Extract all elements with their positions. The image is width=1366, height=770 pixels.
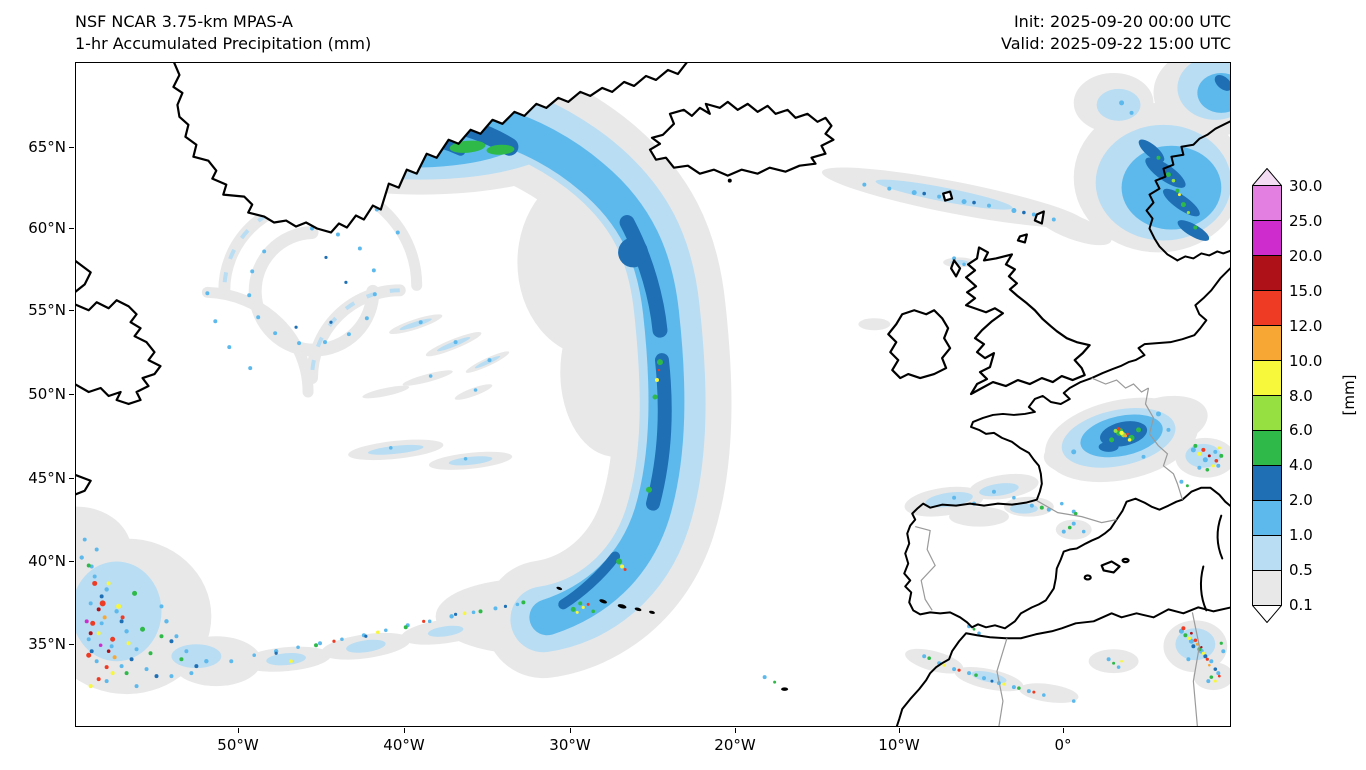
corsica-coastline: [1216, 514, 1224, 560]
colorbar-segment: [1253, 500, 1281, 535]
ireland-coastline: [887, 309, 952, 380]
colorbar-tick-12: 12.0: [1289, 316, 1323, 335]
iceland-coastline: [648, 100, 835, 177]
coastlines: [76, 63, 1230, 726]
azores-islands: [556, 586, 655, 614]
colorbar-tick-2: 2.0: [1289, 491, 1313, 510]
europe-coastline: [903, 267, 1230, 630]
colorbar-segment: [1253, 186, 1281, 220]
x-tick-mark: [404, 728, 405, 733]
y-tick-mark: [69, 147, 74, 148]
colorbar-tick-05: 0.5: [1289, 561, 1313, 580]
orkney: [1016, 233, 1028, 244]
colorbar-segment: [1253, 290, 1281, 325]
y-tick-mark: [69, 478, 74, 479]
y-tick-mark: [69, 561, 74, 562]
colorbar-tick-30: 30.0: [1289, 177, 1323, 195]
y-tick-mark: [69, 644, 74, 645]
sardinia-coastline: [1199, 565, 1208, 612]
x-tick-mark: [238, 728, 239, 733]
map-canvas: [75, 62, 1231, 727]
shetland: [1033, 210, 1045, 225]
colorbar-tick-20: 20.0: [1289, 246, 1323, 265]
y-tick-mark: [69, 310, 74, 311]
colorbar-tick-15: 15.0: [1289, 281, 1323, 300]
x-axis-label-30w: 30°W: [549, 736, 591, 754]
vestmannaeyjar: [727, 178, 732, 183]
colorbar: 30.0 25.0 20.0 15.0 12.0 10.0 8.0 6.0 4.…: [1252, 168, 1366, 638]
init-time: Init: 2025-09-20 00:00 UTC: [1013, 12, 1231, 31]
colorbar-unit-label: [mm]: [1340, 374, 1358, 416]
x-axis-label-40w: 40°W: [383, 736, 425, 754]
faroe-islands: [942, 190, 954, 202]
product-title: 1-hr Accumulated Precipitation (mm): [75, 34, 372, 53]
precip-layer-magenta: [84, 619, 103, 648]
ibiza: [1083, 574, 1092, 581]
colorbar-segment: [1253, 465, 1281, 500]
x-tick-mark: [1063, 728, 1064, 733]
time-block: Init: 2025-09-20 00:00 UTC Valid: 2025-0…: [1001, 11, 1231, 55]
colorbar-segments: [1252, 186, 1282, 605]
colorbar-segment: [1253, 360, 1281, 395]
x-axis-label-10w: 10°W: [878, 736, 920, 754]
x-tick-mark: [570, 728, 571, 733]
hebrides: [950, 259, 962, 278]
colorbar-segment: [1253, 255, 1281, 290]
y-axis-label-55n: 55°N: [28, 301, 66, 319]
precip-layer-red: [86, 135, 1221, 694]
colorbar-under-arrow: [1252, 605, 1282, 623]
y-axis-label-60n: 60°N: [28, 219, 66, 237]
x-axis-label-50w: 50°W: [217, 736, 259, 754]
x-tick-mark: [899, 728, 900, 733]
colorbar-segment: [1253, 395, 1281, 430]
precip-layer-darkred: [88, 454, 1211, 654]
colorbar-segment: [1253, 430, 1281, 465]
colorbar-over-arrow: [1252, 168, 1282, 186]
x-axis-label-20w: 20°W: [714, 736, 756, 754]
y-axis-label-35n: 35°N: [28, 635, 66, 653]
y-axis-label-45n: 45°N: [28, 469, 66, 487]
menorca: [1121, 557, 1130, 564]
great-britain-coastline: [964, 246, 1091, 396]
newfoundland-coastline: [76, 299, 162, 406]
country-borders: [915, 377, 1200, 726]
colorbar-tick-10: 10.0: [1289, 351, 1323, 370]
y-axis-label-40n: 40°N: [28, 552, 66, 570]
africa-coastline: [895, 606, 1230, 726]
madeira: [781, 687, 789, 691]
colorbar-segment: [1253, 220, 1281, 255]
norway-coastline: [1145, 120, 1230, 262]
colorbar-segment: [1253, 535, 1281, 570]
greenland-coastline: [172, 63, 688, 234]
colorbar-tick-1: 1.0: [1289, 526, 1313, 545]
y-tick-mark: [69, 394, 74, 395]
colorbar-segment: [1253, 325, 1281, 360]
y-tick-mark: [69, 228, 74, 229]
colorbar-tick-8: 8.0: [1289, 386, 1313, 405]
colorbar-tick-6: 6.0: [1289, 421, 1313, 440]
title-block: NSF NCAR 3.75-km MPAS-A 1-hr Accumulated…: [75, 11, 371, 55]
y-axis-label-65n: 65°N: [28, 138, 66, 156]
x-tick-mark: [735, 728, 736, 733]
colorbar-tick-01: 0.1: [1289, 596, 1313, 614]
y-axis-label-50n: 50°N: [28, 385, 66, 403]
map-svg: [76, 63, 1230, 726]
colorbar-segment: [1253, 570, 1281, 605]
model-title: NSF NCAR 3.75-km MPAS-A: [75, 12, 293, 31]
mallorca: [1100, 560, 1121, 574]
colorbar-tick-4: 4.0: [1289, 456, 1313, 475]
colorbar-tick-25: 25.0: [1289, 211, 1323, 230]
x-axis-label-0: 0°: [1054, 736, 1072, 754]
valid-time: Valid: 2025-09-22 15:00 UTC: [1000, 34, 1231, 53]
